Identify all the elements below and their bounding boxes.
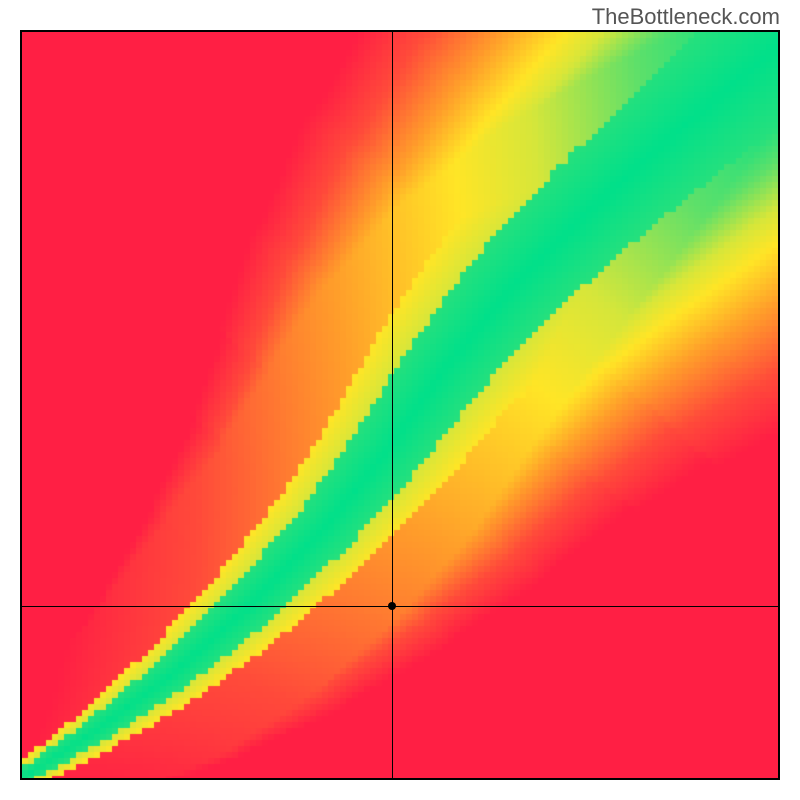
- crosshair-vertical: [392, 32, 393, 778]
- attribution-text: TheBottleneck.com: [592, 4, 780, 30]
- heatmap-canvas: [22, 32, 778, 778]
- marker-dot: [388, 602, 396, 610]
- crosshair-horizontal: [22, 606, 778, 607]
- heatmap-plot-area: [20, 30, 780, 780]
